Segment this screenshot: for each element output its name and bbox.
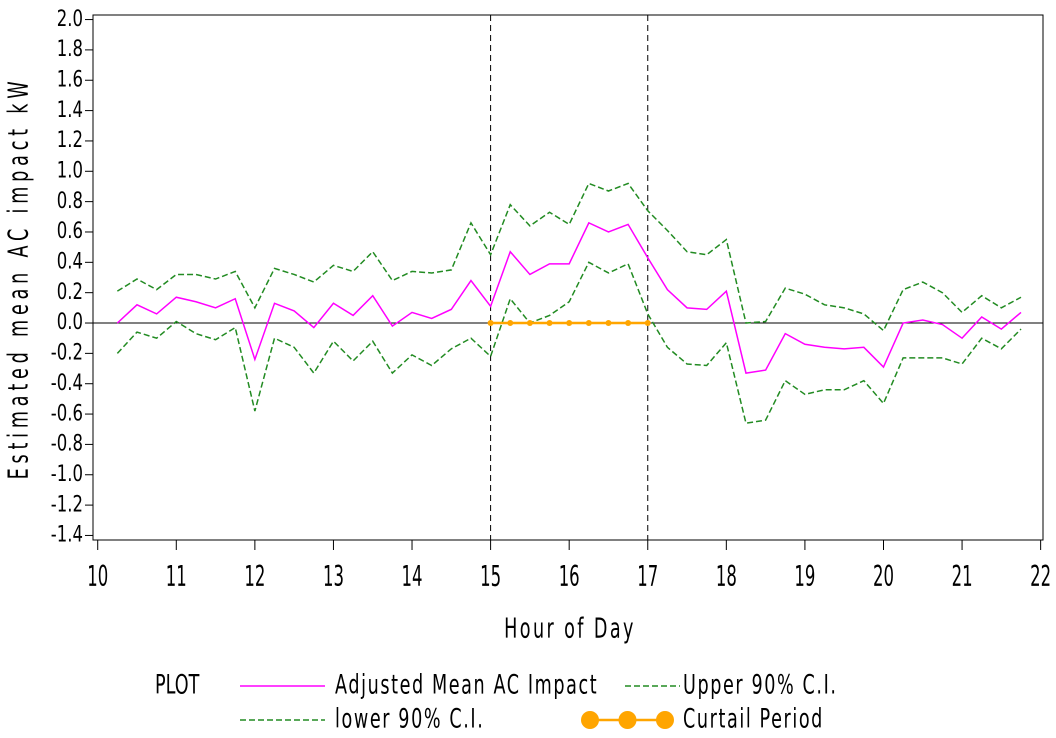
series-marker <box>546 320 553 327</box>
y-tick-label: 0.8 <box>57 187 83 213</box>
x-tick-label: 10 <box>87 559 108 593</box>
x-tick-label: 12 <box>244 559 265 593</box>
legend-label: Adjusted Mean AC Impact <box>335 670 598 701</box>
series-marker <box>507 320 514 327</box>
x-tick-label: 18 <box>716 559 737 593</box>
x-tick-label: 22 <box>1030 559 1051 593</box>
y-tick-label: 0.0 <box>57 309 83 335</box>
y-tick-label: -0.4 <box>51 370 83 396</box>
x-tick-label: 14 <box>402 559 423 593</box>
y-tick-label: -1.4 <box>51 521 83 547</box>
series-line <box>116 261 1022 425</box>
series-line <box>116 221 1022 374</box>
y-tick-label: 0.2 <box>57 279 83 305</box>
legend-label: Upper 90% C.I. <box>683 670 838 701</box>
legend-label: lower 90% C.I. <box>335 704 484 735</box>
y-tick-label: 1.8 <box>57 36 83 62</box>
y-tick-label: 1.2 <box>57 127 83 153</box>
x-tick-label: 16 <box>559 559 580 593</box>
series-marker <box>526 320 533 327</box>
y-tick-label: 1.0 <box>57 157 83 183</box>
x-tick-label: 13 <box>323 559 344 593</box>
plot-frame <box>92 14 1044 541</box>
y-tick-label: -0.8 <box>51 430 83 456</box>
y-tick-label: -0.2 <box>51 339 83 365</box>
x-tick-label: 17 <box>637 559 658 593</box>
legend-title: PLOT <box>155 670 200 701</box>
x-tick-label: 11 <box>166 559 187 593</box>
legend-label: Curtail Period <box>683 704 824 735</box>
series-marker <box>566 320 573 327</box>
y-tick-label: 2.0 <box>57 5 83 31</box>
series-line <box>116 182 1022 332</box>
y-tick-label: 0.4 <box>57 248 83 274</box>
series-marker <box>585 320 592 327</box>
y-tick-label: 0.6 <box>57 218 83 244</box>
y-tick-label: -0.6 <box>51 400 83 426</box>
x-tick-label: 21 <box>952 559 973 593</box>
series-marker <box>644 320 651 327</box>
x-tick-label: 20 <box>873 559 894 593</box>
x-tick-label: 15 <box>480 559 501 593</box>
legend-marker <box>656 711 674 729</box>
series-marker <box>487 320 494 327</box>
y-axis-label: Estimated mean AC impact kW <box>4 77 35 480</box>
y-tick-label: 1.6 <box>57 66 83 92</box>
series-marker <box>605 320 612 327</box>
legend-marker <box>618 711 637 729</box>
x-axis-label: Hour of Day <box>504 614 636 645</box>
y-tick-label: 1.4 <box>57 96 83 122</box>
series-marker <box>625 320 632 327</box>
y-tick-label: -1.0 <box>51 461 83 487</box>
x-tick-label: 19 <box>794 559 815 593</box>
legend-marker <box>581 711 599 729</box>
y-tick-label: -1.2 <box>51 491 83 517</box>
